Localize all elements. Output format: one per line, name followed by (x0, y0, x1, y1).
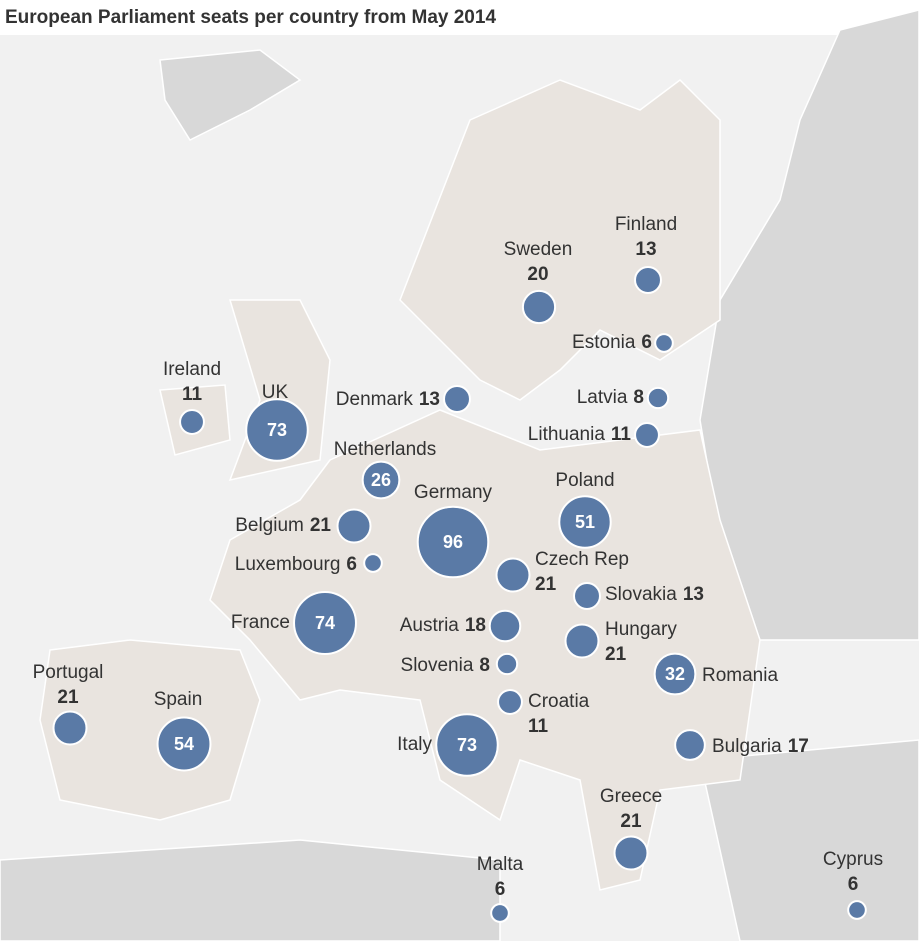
country-name: Lithuania (528, 424, 606, 445)
country-name: Portugal (33, 662, 104, 683)
seat-count: 54 (174, 734, 194, 754)
country-name: Cyprus (823, 849, 883, 870)
seat-count: 20 (527, 264, 548, 285)
seat-bubble (156, 716, 212, 772)
seat-bubble (654, 333, 674, 353)
seat-bubble (634, 266, 662, 294)
country-name: Hungary (605, 619, 677, 640)
seat-bubble (416, 505, 490, 579)
seat-count: 17 (788, 736, 809, 757)
seat-count: 26 (371, 470, 391, 490)
seat-count: 11 (611, 424, 632, 445)
seat-bubble (558, 495, 612, 549)
country-name: Germany (414, 482, 493, 503)
seat-bubble (653, 652, 697, 696)
seat-count: 6 (346, 554, 357, 575)
country-label: Latvia 8 (577, 387, 644, 408)
seat-bubble (490, 903, 510, 923)
seat-count: 96 (443, 532, 463, 552)
seat-bubble (674, 729, 706, 761)
country-name: Croatia (528, 691, 590, 712)
seat-bubble (443, 385, 471, 413)
seat-bubble (363, 553, 383, 573)
country-name: Estonia (572, 332, 636, 353)
seat-bubble (336, 508, 372, 544)
title: European Parliament seats per country fr… (5, 7, 496, 28)
country-name: Malta (477, 854, 524, 875)
seat-count: 6 (641, 332, 652, 353)
seat-count: 21 (605, 644, 627, 665)
seat-bubble (245, 398, 309, 462)
seat-bubble (521, 289, 557, 325)
seat-bubble (435, 713, 499, 777)
country-name: Bulgaria (712, 736, 782, 757)
seat-bubble (646, 386, 670, 410)
seat-count: 73 (267, 420, 287, 440)
country-label: Luxembourg 6 (235, 554, 357, 575)
seat-bubble (564, 623, 600, 659)
seat-bubble (179, 409, 205, 435)
seat-count: 6 (848, 874, 859, 895)
seat-count: 13 (683, 584, 704, 605)
seat-count: 8 (633, 387, 644, 408)
seat-bubble (488, 609, 522, 643)
country-label: Lithuania 11 (528, 424, 632, 445)
seat-count: 51 (575, 512, 595, 532)
seat-count: 13 (635, 239, 656, 260)
seat-bubble (634, 422, 660, 448)
country-name: Luxembourg (235, 554, 341, 575)
country-name: Sweden (504, 239, 573, 260)
seat-bubble (613, 835, 649, 871)
country-name: Netherlands (334, 439, 436, 460)
country-label: Estonia 6 (572, 332, 652, 353)
seat-count: 6 (495, 879, 506, 900)
seat-count: 32 (665, 664, 685, 684)
country-name: Greece (600, 786, 662, 807)
country-name: France (231, 612, 290, 633)
seat-bubble (52, 710, 88, 746)
seat-count: 21 (310, 515, 332, 536)
seat-bubble (847, 900, 867, 920)
land (0, 9, 919, 941)
country-name: UK (262, 382, 289, 403)
seat-count: 21 (57, 687, 79, 708)
seat-bubble (497, 689, 523, 715)
country-label: Bulgaria 17 (712, 736, 809, 757)
country-name: Slovenia (401, 655, 474, 676)
country-name: Spain (154, 689, 203, 710)
seat-count: 11 (528, 716, 549, 737)
seat-bubble (495, 557, 531, 593)
country-name: Italy (397, 734, 432, 755)
seat-bubble (573, 582, 601, 610)
country-name: Slovakia (605, 584, 677, 605)
seat-count: 13 (419, 389, 440, 410)
seat-count: 8 (479, 655, 490, 676)
country-label: Slovakia 13 (605, 584, 704, 605)
country-name: Denmark (336, 389, 414, 410)
country-name: Romania (702, 665, 778, 686)
seat-bubble (293, 591, 357, 655)
country-name: Finland (615, 214, 677, 235)
seat-count: 74 (315, 613, 335, 633)
country-name: Austria (400, 615, 460, 636)
seat-count: 73 (457, 735, 477, 755)
country-name: Czech Rep (535, 549, 629, 570)
country-name: Poland (555, 470, 614, 491)
seat-count: 21 (535, 574, 557, 595)
seat-count: 21 (620, 811, 642, 832)
country-name: Belgium (235, 515, 304, 536)
country-label: Belgium 21 (235, 515, 331, 536)
seat-bubble (361, 460, 401, 500)
country-name: Ireland (163, 359, 221, 380)
country-label: Denmark 13 (336, 389, 440, 410)
seat-bubble (495, 652, 519, 676)
country-label: Austria 18 (400, 615, 486, 636)
country-label: Slovenia 8 (401, 655, 490, 676)
country-name: Latvia (577, 387, 628, 408)
seat-count: 11 (182, 384, 203, 405)
seat-count: 18 (465, 615, 486, 636)
